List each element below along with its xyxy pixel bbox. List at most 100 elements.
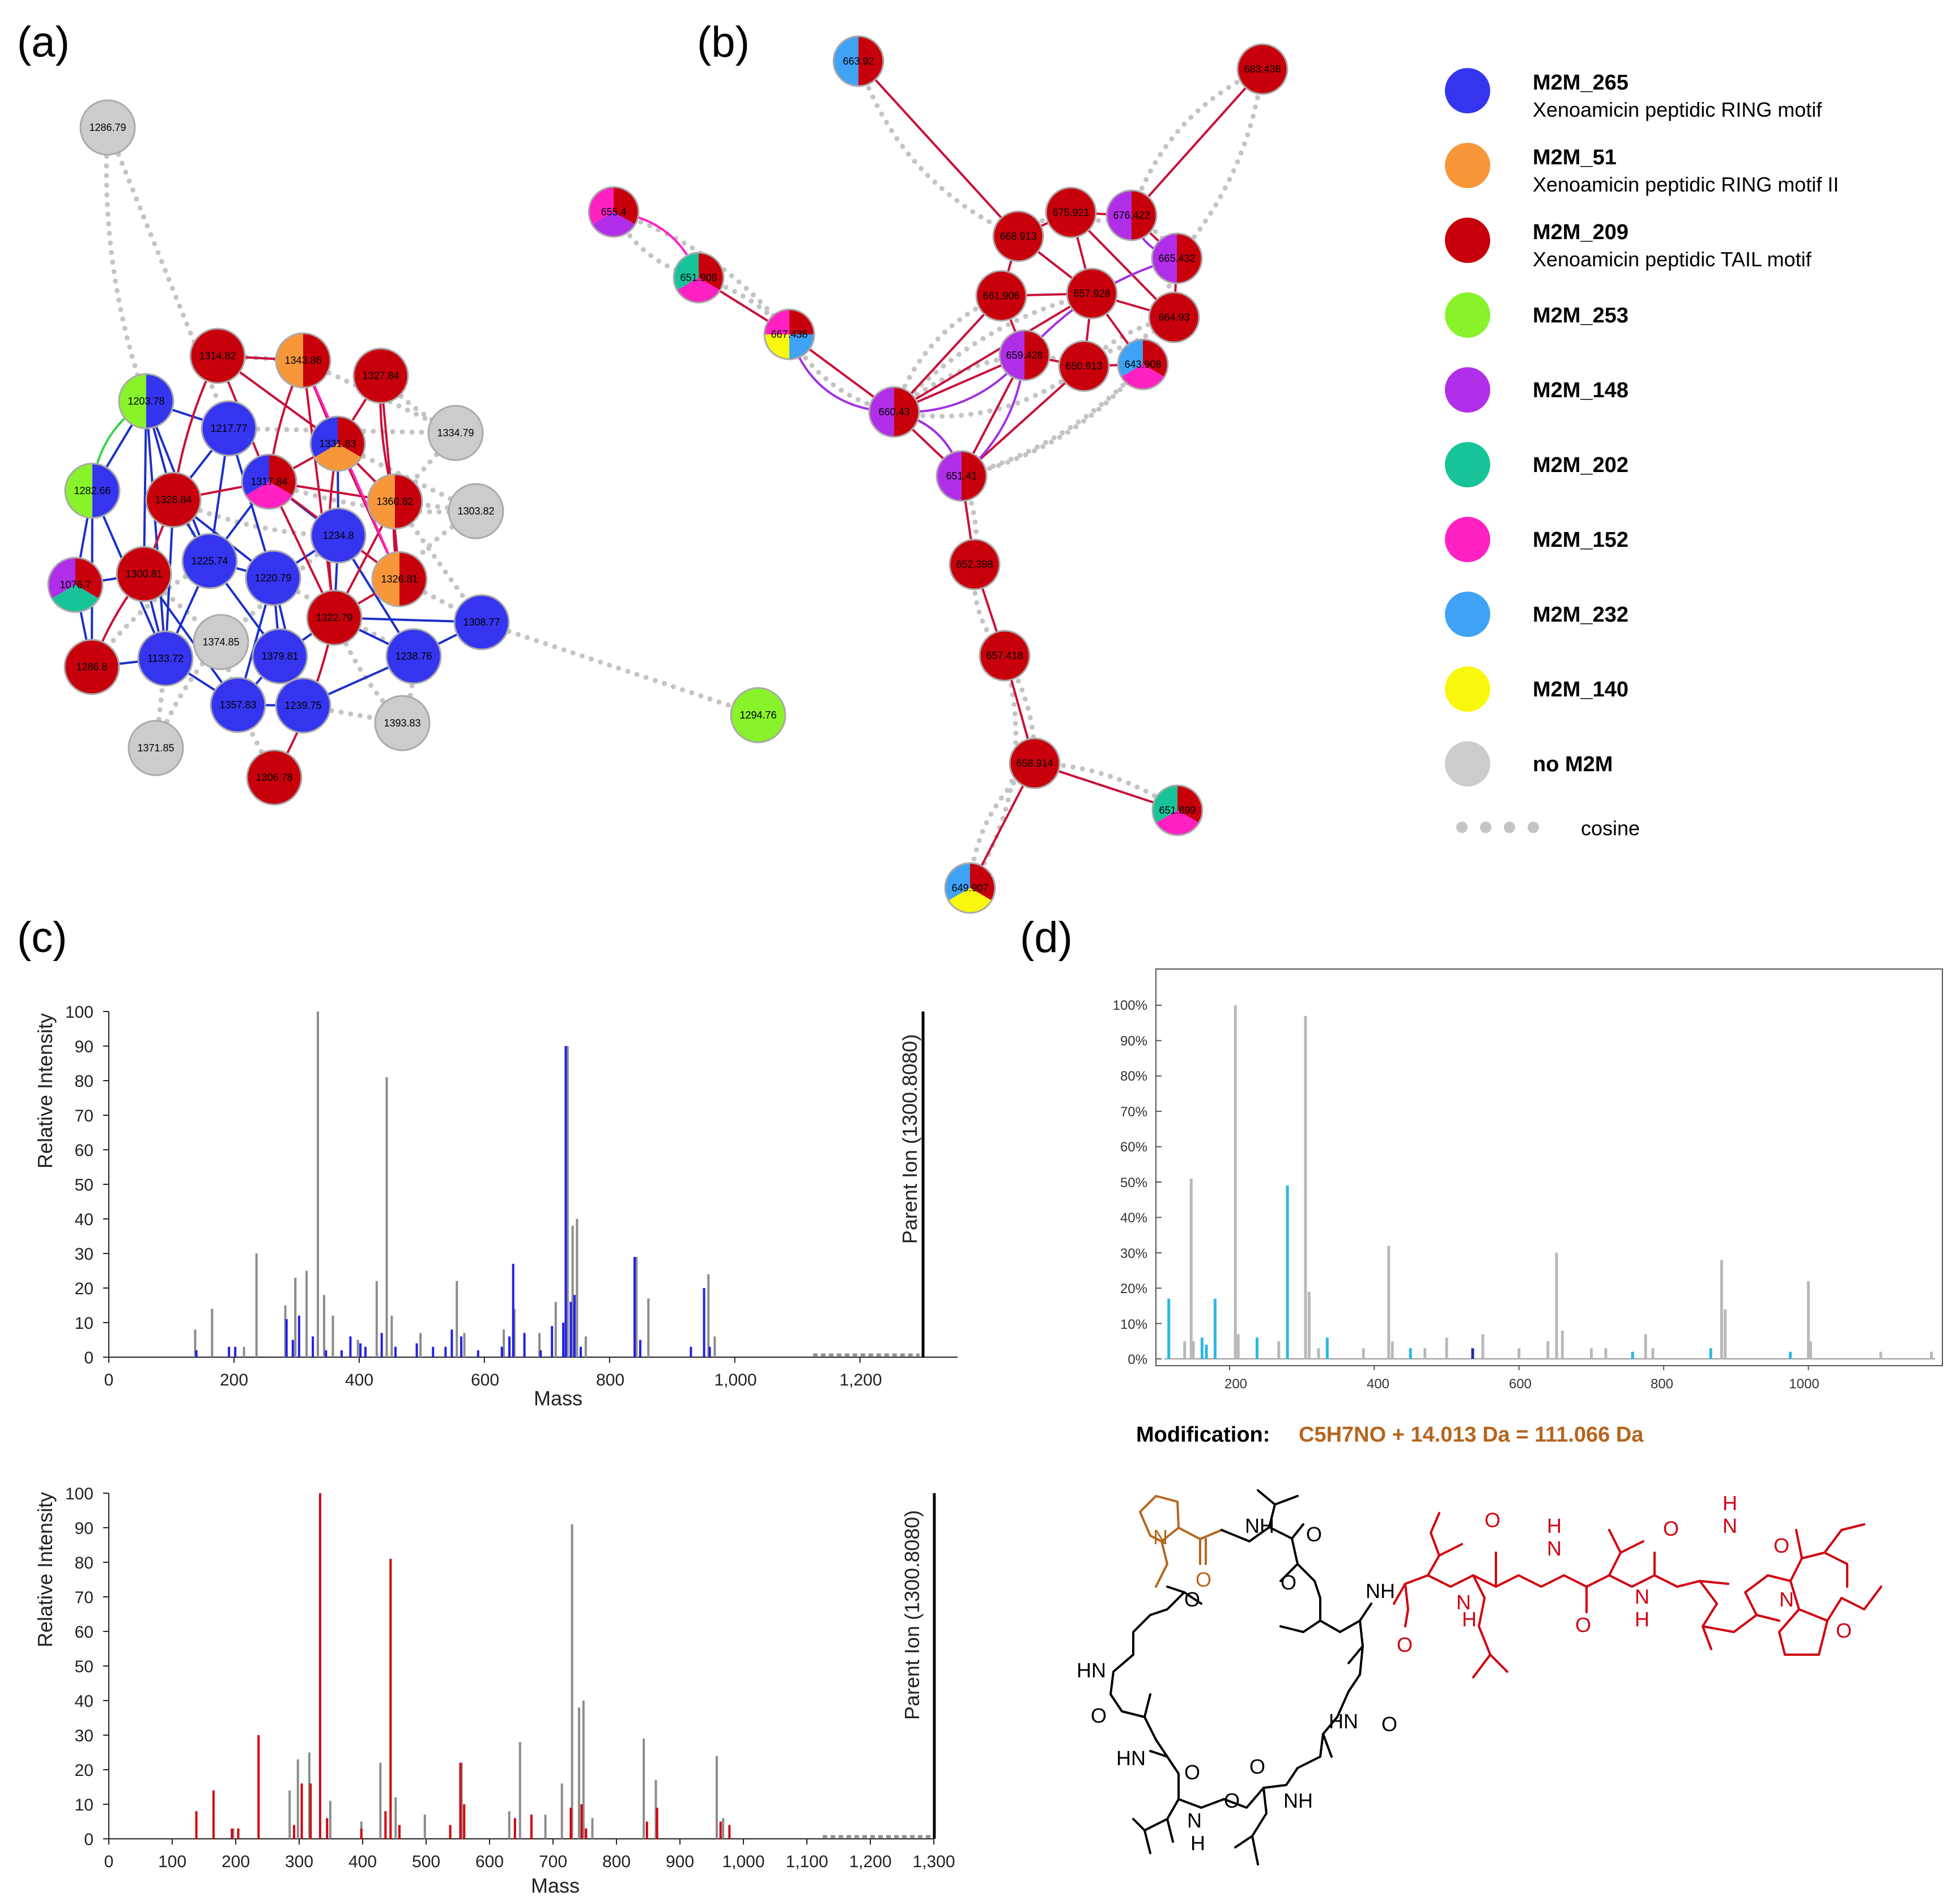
x-tick: 600 xyxy=(1509,1376,1532,1392)
network-a-node: 1393.83 xyxy=(374,695,431,751)
legend-name: M2M_140 xyxy=(1533,678,1628,702)
network-b-node-label: 652.398 xyxy=(956,559,993,570)
y-tick: 100 xyxy=(65,1003,93,1022)
atom-label: O xyxy=(1663,1517,1679,1540)
network-a-node: 1220.79 xyxy=(245,550,301,606)
legend-item: M2M_232 xyxy=(1445,592,1628,637)
node-slice xyxy=(65,464,92,518)
network-b-node-label: 659.428 xyxy=(1006,350,1043,361)
node-slice xyxy=(992,210,1044,262)
atom-label: O xyxy=(1381,1712,1397,1736)
network-a-node-label: 1360.82 xyxy=(376,496,413,507)
legend-swatch xyxy=(1445,592,1490,637)
legend-item: M2M_209 Xenoamicin peptidic TAIL motif xyxy=(1445,218,1812,271)
node-slice xyxy=(372,552,399,606)
network-b-node: 651.908 xyxy=(673,252,725,304)
network-b-node: 667.438 xyxy=(763,308,815,360)
node-slice xyxy=(399,552,427,606)
node-slice xyxy=(146,374,173,428)
atom-label: HN xyxy=(1116,1746,1146,1770)
network-b-node: 655.4 xyxy=(588,186,640,238)
legend-swatch xyxy=(1445,68,1490,113)
modification-value: C5H7NO + 14.013 Da = 111.066 Da xyxy=(1299,1423,1644,1447)
modification-label: Modification: xyxy=(1136,1423,1270,1447)
x-tick: 900 xyxy=(666,1852,694,1871)
y-tick: 40% xyxy=(1120,1210,1147,1226)
atom-label: NH xyxy=(1366,1579,1395,1603)
node-slice xyxy=(306,589,363,646)
legend-dot xyxy=(1528,822,1539,833)
cosine-edge xyxy=(1129,66,1265,218)
network-b-node: 660.43 xyxy=(868,386,920,438)
legend-name: M2M_51 xyxy=(1533,146,1617,169)
x-tick: 600 xyxy=(471,1371,499,1389)
network-b-node: 658.914 xyxy=(1009,737,1061,789)
node-outline xyxy=(1151,232,1203,284)
node-slice xyxy=(730,687,786,743)
node-slice xyxy=(1236,43,1289,95)
legend-name: M2M_253 xyxy=(1533,304,1628,328)
atom-label: N xyxy=(1456,1591,1471,1614)
network-a-node-label: 1328.84 xyxy=(155,494,192,505)
atom-label: HN xyxy=(1329,1710,1358,1733)
node-outline xyxy=(998,329,1051,381)
network-b-node-label: 657.928 xyxy=(1073,288,1110,299)
node-slice xyxy=(789,309,814,334)
node-slice xyxy=(1009,737,1061,789)
node-outline xyxy=(588,186,640,238)
legend-swatch xyxy=(1445,367,1490,413)
network-a-node: 1282.66 xyxy=(64,462,121,519)
node-outline xyxy=(371,551,428,607)
network-a-node: 1374.85 xyxy=(193,614,249,670)
network-a-node-label: 1286.8 xyxy=(76,661,107,673)
network-a-node: 1239.75 xyxy=(275,677,331,734)
network-b-node-label: 650.913 xyxy=(1065,360,1102,372)
x-tick: 300 xyxy=(285,1852,313,1871)
cosine-edge xyxy=(959,314,1177,479)
node-slice xyxy=(52,585,99,612)
node-slice xyxy=(764,309,789,334)
node-slice xyxy=(427,405,484,461)
x-tick: 500 xyxy=(412,1852,440,1871)
network-b-node-label: 667.438 xyxy=(771,329,807,340)
y-tick: 70 xyxy=(75,1107,93,1125)
spectrum-chart-bottom: Relative Intensity Mass Parent Ion (1300… xyxy=(33,1485,955,1897)
legend-item: M2M_152 xyxy=(1445,517,1628,562)
node-slice xyxy=(193,614,249,670)
legend-item: M2M_148 xyxy=(1445,367,1628,413)
node-slice xyxy=(276,333,303,388)
node-slice xyxy=(764,334,789,359)
cosine-edge xyxy=(104,125,149,404)
network-b-node-label: 683.438 xyxy=(1244,63,1281,75)
node-slice xyxy=(137,630,194,687)
node-outline xyxy=(64,462,121,519)
network-a-node-label: 1343.86 xyxy=(284,355,321,366)
x-tick: 200 xyxy=(1224,1376,1247,1392)
node-slice xyxy=(245,550,301,606)
y-tick: 70% xyxy=(1120,1104,1147,1120)
network-b-node: 659.428 xyxy=(998,329,1051,381)
network-a-node-label: 1300.81 xyxy=(125,568,162,580)
x-tick: 100 xyxy=(158,1852,186,1871)
y-tick: 50 xyxy=(75,1658,93,1676)
node-slice xyxy=(368,474,395,529)
spectrum-chart-top: Relative Intensity Mass Parent Ion (1300… xyxy=(33,1003,958,1410)
node-outline xyxy=(673,252,725,304)
node-outline xyxy=(832,35,885,87)
node-outline xyxy=(118,373,175,430)
node-outline xyxy=(868,386,920,438)
top-y-ticks: 0 10 20 30 40 50 60 70 80 90 100 xyxy=(65,1003,93,1367)
node-outline xyxy=(309,415,366,472)
atom-label: O xyxy=(1485,1508,1500,1532)
edge-m2m-209 xyxy=(960,365,1085,477)
network-a-node: 1303.82 xyxy=(448,483,504,539)
network-a-node: 1357.83 xyxy=(210,677,266,733)
atom-label: O xyxy=(1397,1633,1413,1656)
network-a-node: 1327.84 xyxy=(352,347,409,404)
network-b-node: 663.92 xyxy=(832,35,885,87)
network-b-node-label: 675.921 xyxy=(1052,207,1089,218)
network-b-node-label: 668.913 xyxy=(1000,231,1036,242)
atom-label: HN xyxy=(1077,1659,1106,1682)
network-a-node: 1343.86 xyxy=(275,332,331,389)
